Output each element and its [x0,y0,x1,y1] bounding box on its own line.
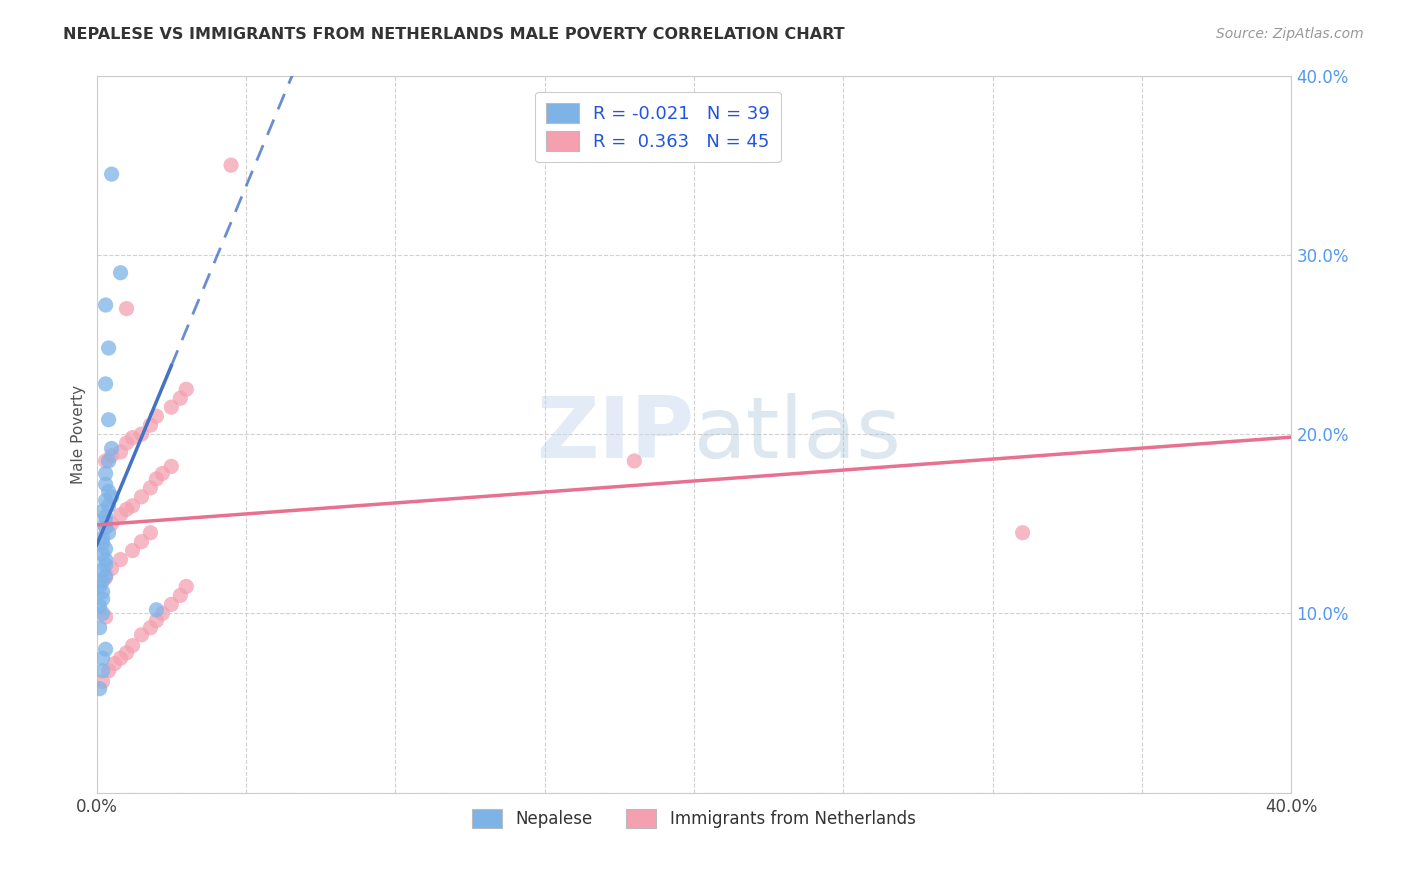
Point [139,621,162,635]
Point [91,664,114,678]
Point [115,436,138,450]
Point [97,341,120,355]
Point [91,585,114,599]
Point [94,520,117,534]
Point [100,490,122,504]
Point [94,493,117,508]
Point [150,607,173,621]
Point [115,502,138,516]
Point [145,472,167,486]
Point [91,547,114,561]
Y-axis label: Male Poverty: Male Poverty [72,384,86,483]
Legend: Nepalese, Immigrants from Netherlands: Nepalese, Immigrants from Netherlands [465,802,922,835]
Point [121,431,143,445]
Point [150,467,173,481]
Point [110,651,132,665]
Point [97,525,120,540]
Point [169,589,191,603]
Point [94,558,117,572]
Point [174,579,197,593]
Point [100,442,122,456]
Point [121,639,143,653]
Point [110,445,132,459]
Point [91,651,114,665]
Point [94,515,117,529]
Point [121,499,143,513]
Point [91,536,114,550]
Point [160,459,183,474]
Point [115,301,138,316]
Point [91,674,114,689]
Point [110,266,132,280]
Point [145,614,167,628]
Point [174,382,197,396]
Point [89,621,111,635]
Point [94,477,117,491]
Point [94,376,117,391]
Point [139,525,162,540]
Point [97,454,120,468]
Point [94,610,117,624]
Point [623,454,645,468]
Point [97,664,120,678]
Point [160,598,183,612]
Point [91,531,114,545]
Point [121,543,143,558]
Point [100,449,122,463]
Point [100,516,122,531]
Point [115,646,138,660]
Point [139,481,162,495]
Point [103,657,125,671]
Point [91,574,114,588]
Point [89,579,111,593]
Point [131,534,153,549]
Point [97,413,120,427]
Point [94,298,117,312]
Point [94,509,117,524]
Text: NEPALESE VS IMMIGRANTS FROM NETHERLANDS MALE POVERTY CORRELATION CHART: NEPALESE VS IMMIGRANTS FROM NETHERLANDS … [63,27,845,42]
Text: Source: ZipAtlas.com: Source: ZipAtlas.com [1216,27,1364,41]
Text: atlas: atlas [695,392,903,475]
Point [89,599,111,614]
Point [145,603,167,617]
Point [91,563,114,577]
Point [91,592,114,607]
Point [94,568,117,582]
Point [139,418,162,433]
Point [94,520,117,534]
Point [97,499,120,513]
Point [160,400,183,414]
Point [131,490,153,504]
Point [91,607,114,621]
Point [91,504,114,518]
Point [219,158,242,172]
Point [94,552,117,566]
Point [100,561,122,575]
Point [110,508,132,522]
Point [94,570,117,584]
Point [94,541,117,556]
Point [145,409,167,424]
Point [100,167,122,181]
Point [89,681,111,696]
Point [94,454,117,468]
Point [110,552,132,566]
Point [94,467,117,481]
Text: ZIP: ZIP [536,392,695,475]
Point [97,484,120,499]
Point [94,642,117,657]
Point [131,628,153,642]
Point [169,391,191,405]
Point [131,427,153,442]
Point [1011,525,1033,540]
